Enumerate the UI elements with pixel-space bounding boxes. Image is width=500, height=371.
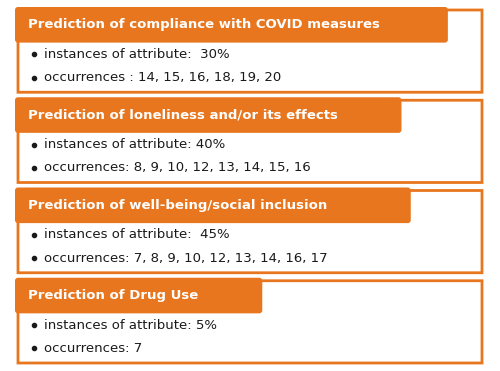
FancyBboxPatch shape [15, 187, 411, 223]
Text: instances of attribute: 5%: instances of attribute: 5% [44, 319, 217, 332]
Text: instances of attribute:  30%: instances of attribute: 30% [44, 48, 230, 61]
FancyBboxPatch shape [18, 100, 482, 183]
FancyBboxPatch shape [18, 10, 482, 92]
Text: Prediction of compliance with COVID measures: Prediction of compliance with COVID meas… [28, 18, 380, 31]
FancyBboxPatch shape [15, 278, 262, 313]
Text: Prediction of loneliness and/or its effects: Prediction of loneliness and/or its effe… [28, 109, 338, 122]
Text: occurrences: 8, 9, 10, 12, 13, 14, 15, 16: occurrences: 8, 9, 10, 12, 13, 14, 15, 1… [44, 161, 311, 174]
FancyBboxPatch shape [18, 281, 482, 363]
Text: occurrences: 7, 8, 9, 10, 12, 13, 14, 16, 17: occurrences: 7, 8, 9, 10, 12, 13, 14, 16… [44, 252, 328, 265]
Text: instances of attribute: 40%: instances of attribute: 40% [44, 138, 225, 151]
FancyBboxPatch shape [18, 190, 482, 273]
Text: instances of attribute:  45%: instances of attribute: 45% [44, 228, 230, 242]
Text: Prediction of Drug Use: Prediction of Drug Use [28, 289, 198, 302]
Text: occurrences: 7: occurrences: 7 [44, 342, 142, 355]
FancyBboxPatch shape [15, 97, 402, 133]
FancyBboxPatch shape [15, 7, 448, 43]
Text: Prediction of well-being/social inclusion: Prediction of well-being/social inclusio… [28, 199, 327, 212]
Text: occurrences : 14, 15, 16, 18, 19, 20: occurrences : 14, 15, 16, 18, 19, 20 [44, 71, 281, 84]
